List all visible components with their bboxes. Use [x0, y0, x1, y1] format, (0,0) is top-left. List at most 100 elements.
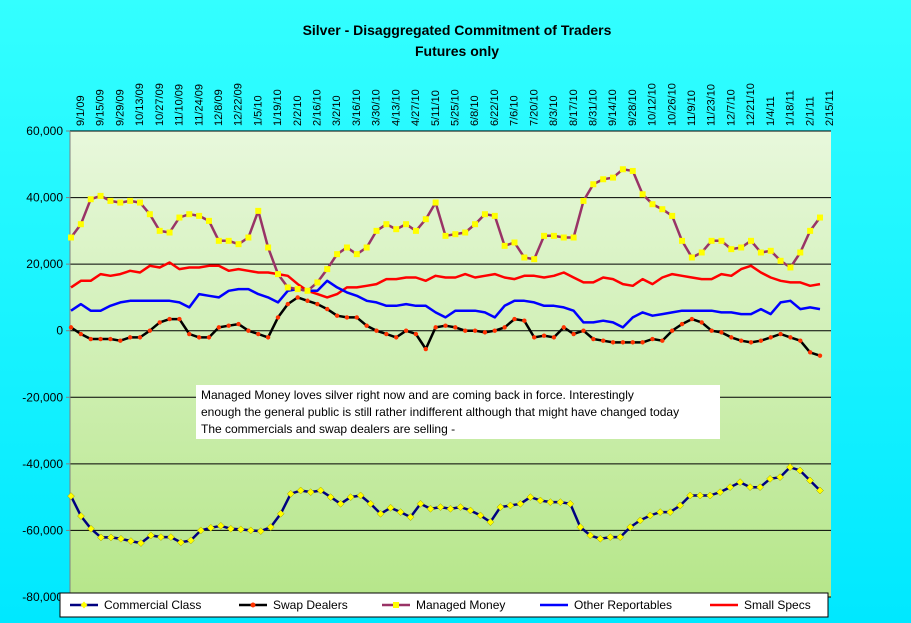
legend-label: Commercial Class — [104, 598, 201, 612]
data-point — [738, 244, 745, 251]
annotation-background — [196, 385, 720, 439]
data-point — [436, 503, 445, 511]
x-tick-label: 9/29/09 — [114, 89, 126, 126]
data-point — [798, 338, 803, 343]
legend-label: Swap Dealers — [273, 598, 348, 612]
series-line-small-specs — [70, 261, 821, 299]
x-tick-label: 10/27/09 — [154, 83, 166, 126]
data-point — [768, 335, 773, 340]
plot-area — [70, 131, 831, 597]
data-point — [88, 336, 93, 342]
data-point — [659, 206, 666, 213]
x-tick-label: 11/23/10 — [706, 84, 718, 126]
data-point — [147, 531, 155, 540]
x-tick-label: 10/13/09 — [134, 83, 146, 126]
series-small-specs — [70, 261, 821, 299]
series-line-commercial-class — [69, 465, 821, 545]
data-point — [817, 353, 823, 358]
data-point — [87, 196, 94, 203]
data-point — [226, 323, 231, 328]
data-point — [453, 325, 458, 330]
data-point — [384, 331, 389, 337]
data-point — [629, 167, 636, 174]
data-point — [346, 493, 355, 501]
data-point — [482, 330, 488, 335]
data-point — [306, 488, 315, 497]
data-point — [556, 498, 565, 506]
data-point — [117, 534, 125, 543]
series-other-reportables — [70, 279, 821, 329]
data-point — [127, 537, 135, 545]
data-point — [186, 536, 195, 545]
data-point — [581, 328, 586, 333]
x-tick-label: 7/20/10 — [528, 89, 540, 126]
x-tick-label: 3/30/10 — [371, 89, 383, 126]
data-point — [679, 321, 685, 327]
data-point — [546, 498, 555, 506]
data-point — [176, 538, 185, 547]
legend-marker — [80, 601, 88, 609]
data-point — [719, 330, 724, 335]
data-point — [167, 533, 175, 541]
data-point — [68, 325, 74, 330]
data-point — [77, 221, 84, 228]
data-point — [393, 226, 400, 233]
data-point — [216, 325, 222, 330]
data-point — [496, 503, 505, 511]
data-point — [616, 533, 625, 541]
x-tick-label: 2/15/11 — [824, 90, 836, 126]
data-point — [206, 335, 212, 340]
data-point — [265, 335, 271, 340]
data-point — [196, 212, 203, 219]
data-point — [334, 251, 341, 258]
data-point — [127, 197, 134, 204]
data-point — [481, 211, 488, 218]
legend-item-commercial-class: Commercial Class — [70, 598, 201, 612]
data-point — [255, 207, 262, 214]
x-tick-label: 1/5/10 — [252, 95, 264, 126]
x-tick-label: 9/14/10 — [607, 89, 619, 126]
data-point — [137, 335, 143, 340]
y-tick-label: -20,000 — [22, 390, 63, 404]
data-point — [216, 521, 225, 530]
data-point — [776, 473, 784, 482]
data-point — [462, 229, 469, 236]
x-tick-label: 5/25/10 — [450, 89, 462, 126]
data-point — [117, 199, 124, 206]
data-point — [412, 227, 419, 234]
y-tick-label: -80,000 — [22, 590, 63, 604]
data-point — [422, 216, 429, 223]
data-point — [676, 501, 685, 510]
data-point — [456, 503, 465, 511]
data-point — [394, 335, 399, 340]
data-point — [226, 524, 235, 533]
x-tick-label: 9/15/09 — [95, 89, 107, 126]
data-point — [778, 331, 783, 337]
data-point — [196, 335, 202, 340]
data-point — [551, 335, 557, 340]
data-point — [127, 335, 133, 340]
data-point — [334, 313, 340, 318]
data-point — [77, 512, 85, 520]
legend: Commercial Class Swap Dealers Managed Mone… — [59, 592, 829, 618]
data-point — [610, 340, 616, 345]
data-point — [236, 321, 241, 327]
x-tick-label: 6/22/10 — [489, 89, 501, 126]
legend-item-small-specs: Small Specs — [710, 598, 811, 612]
x-tick-label: 12/7/10 — [725, 89, 737, 126]
x-tick-label: 7/6/10 — [509, 95, 521, 126]
data-point — [177, 316, 182, 322]
data-point — [531, 256, 538, 263]
data-point — [354, 315, 360, 320]
data-point — [709, 328, 714, 333]
x-axis: 9/1/09 9/15/09 9/29/09 10/13/09 10/27/09 11/1… — [75, 83, 836, 126]
annotation-line-1: Managed Money loves silver right now and… — [201, 388, 634, 402]
data-point — [466, 506, 475, 515]
data-point — [196, 526, 205, 535]
data-point — [373, 227, 380, 234]
x-tick-label: 12/21/10 — [745, 83, 757, 126]
data-point — [446, 504, 455, 513]
data-point — [736, 478, 744, 487]
data-point — [758, 338, 764, 343]
data-point — [486, 518, 495, 526]
